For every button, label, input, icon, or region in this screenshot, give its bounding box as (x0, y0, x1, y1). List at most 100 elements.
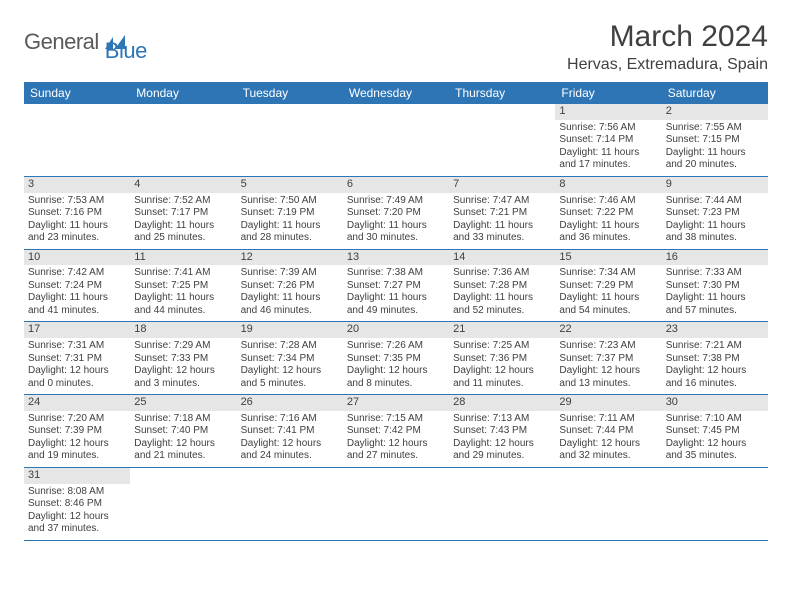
cell-line: Sunset: 7:35 PM (347, 353, 445, 366)
cell-line: Sunset: 7:26 PM (241, 280, 339, 293)
day-number: 26 (237, 395, 343, 411)
cell-line: and 54 minutes. (559, 305, 657, 318)
day-number: 27 (343, 395, 449, 411)
cell-line: Sunset: 7:30 PM (666, 280, 764, 293)
day-header: Tuesday (237, 82, 343, 104)
cell-line: Sunrise: 7:34 AM (559, 267, 657, 280)
calendar-row: 31Sunrise: 8:08 AMSunset: 8:46 PMDayligh… (24, 467, 768, 540)
cell-line: Daylight: 11 hours (28, 220, 126, 233)
cell-line: and 30 minutes. (347, 232, 445, 245)
cell-line: and 32 minutes. (559, 450, 657, 463)
cell-line: Sunrise: 7:26 AM (347, 340, 445, 353)
cell-line: Sunrise: 7:11 AM (559, 413, 657, 426)
cell-line: Sunrise: 7:46 AM (559, 195, 657, 208)
cell-line: Daylight: 12 hours (28, 438, 126, 451)
calendar-cell: 16Sunrise: 7:33 AMSunset: 7:30 PMDayligh… (662, 249, 768, 322)
day-number: 21 (449, 322, 555, 338)
cell-line: and 36 minutes. (559, 232, 657, 245)
day-header: Thursday (449, 82, 555, 104)
cell-line: Daylight: 11 hours (134, 292, 232, 305)
day-number: 7 (449, 177, 555, 193)
cell-line: Sunrise: 7:18 AM (134, 413, 232, 426)
cell-line: Daylight: 11 hours (241, 292, 339, 305)
calendar-cell (449, 104, 555, 176)
calendar-cell: 10Sunrise: 7:42 AMSunset: 7:24 PMDayligh… (24, 249, 130, 322)
calendar-cell: 27Sunrise: 7:15 AMSunset: 7:42 PMDayligh… (343, 395, 449, 468)
day-number: 22 (555, 322, 661, 338)
calendar-cell: 6Sunrise: 7:49 AMSunset: 7:20 PMDaylight… (343, 176, 449, 249)
day-header-row: Sunday Monday Tuesday Wednesday Thursday… (24, 82, 768, 104)
cell-line: Sunrise: 7:16 AM (241, 413, 339, 426)
cell-line: Sunrise: 7:56 AM (559, 122, 657, 135)
cell-line: Sunset: 7:21 PM (453, 207, 551, 220)
calendar-cell: 30Sunrise: 7:10 AMSunset: 7:45 PMDayligh… (662, 395, 768, 468)
day-number: 9 (662, 177, 768, 193)
day-number: 6 (343, 177, 449, 193)
calendar-cell: 4Sunrise: 7:52 AMSunset: 7:17 PMDaylight… (130, 176, 236, 249)
cell-line: and 13 minutes. (559, 378, 657, 391)
day-number: 13 (343, 250, 449, 266)
cell-line: and 33 minutes. (453, 232, 551, 245)
cell-line: Sunrise: 7:21 AM (666, 340, 764, 353)
cell-line: Sunset: 7:39 PM (28, 425, 126, 438)
calendar-cell: 2Sunrise: 7:55 AMSunset: 7:15 PMDaylight… (662, 104, 768, 176)
cell-line: Sunrise: 7:13 AM (453, 413, 551, 426)
calendar-cell: 12Sunrise: 7:39 AMSunset: 7:26 PMDayligh… (237, 249, 343, 322)
cell-line: Sunset: 7:44 PM (559, 425, 657, 438)
cell-line: Daylight: 11 hours (559, 147, 657, 160)
cell-line: Sunrise: 7:25 AM (453, 340, 551, 353)
cell-line: Daylight: 12 hours (666, 438, 764, 451)
day-header: Friday (555, 82, 661, 104)
day-number: 25 (130, 395, 236, 411)
cell-line: and 0 minutes. (28, 378, 126, 391)
calendar-cell: 3Sunrise: 7:53 AMSunset: 7:16 PMDaylight… (24, 176, 130, 249)
cell-line: Sunset: 7:45 PM (666, 425, 764, 438)
calendar-row: 10Sunrise: 7:42 AMSunset: 7:24 PMDayligh… (24, 249, 768, 322)
cell-line: and 11 minutes. (453, 378, 551, 391)
cell-line: and 27 minutes. (347, 450, 445, 463)
calendar-cell: 31Sunrise: 8:08 AMSunset: 8:46 PMDayligh… (24, 467, 130, 540)
cell-line: Sunrise: 7:20 AM (28, 413, 126, 426)
cell-line: and 19 minutes. (28, 450, 126, 463)
cell-line: Sunrise: 7:50 AM (241, 195, 339, 208)
day-number: 29 (555, 395, 661, 411)
location: Hervas, Extremadura, Spain (567, 56, 768, 74)
cell-line: Daylight: 11 hours (347, 220, 445, 233)
cell-line: and 21 minutes. (134, 450, 232, 463)
cell-line: Daylight: 11 hours (559, 292, 657, 305)
cell-line: Sunrise: 7:41 AM (134, 267, 232, 280)
cell-line: Sunset: 7:20 PM (347, 207, 445, 220)
cell-line: and 52 minutes. (453, 305, 551, 318)
cell-line: Daylight: 11 hours (453, 220, 551, 233)
calendar-cell: 24Sunrise: 7:20 AMSunset: 7:39 PMDayligh… (24, 395, 130, 468)
calendar-cell (555, 467, 661, 540)
day-header: Saturday (662, 82, 768, 104)
day-number: 12 (237, 250, 343, 266)
calendar-cell (662, 467, 768, 540)
calendar-cell: 22Sunrise: 7:23 AMSunset: 7:37 PMDayligh… (555, 322, 661, 395)
cell-line: Sunrise: 7:10 AM (666, 413, 764, 426)
calendar-cell (237, 467, 343, 540)
day-number: 19 (237, 322, 343, 338)
calendar-cell: 9Sunrise: 7:44 AMSunset: 7:23 PMDaylight… (662, 176, 768, 249)
calendar-cell: 21Sunrise: 7:25 AMSunset: 7:36 PMDayligh… (449, 322, 555, 395)
calendar-cell: 13Sunrise: 7:38 AMSunset: 7:27 PMDayligh… (343, 249, 449, 322)
cell-line: and 24 minutes. (241, 450, 339, 463)
cell-line: Daylight: 11 hours (453, 292, 551, 305)
cell-line: and 35 minutes. (666, 450, 764, 463)
cell-line: Sunrise: 7:29 AM (134, 340, 232, 353)
cell-line: Daylight: 12 hours (559, 365, 657, 378)
cell-line: Sunrise: 7:47 AM (453, 195, 551, 208)
header: General Blue March 2024 Hervas, Extremad… (24, 20, 768, 74)
cell-line: Sunset: 7:24 PM (28, 280, 126, 293)
cell-line: and 20 minutes. (666, 159, 764, 172)
day-number: 11 (130, 250, 236, 266)
cell-line: Daylight: 12 hours (559, 438, 657, 451)
cell-line: Daylight: 11 hours (134, 220, 232, 233)
calendar-cell: 18Sunrise: 7:29 AMSunset: 7:33 PMDayligh… (130, 322, 236, 395)
cell-line: Sunset: 7:36 PM (453, 353, 551, 366)
cell-line: Sunrise: 7:36 AM (453, 267, 551, 280)
day-number: 5 (237, 177, 343, 193)
cell-line: Sunrise: 7:39 AM (241, 267, 339, 280)
day-number: 10 (24, 250, 130, 266)
